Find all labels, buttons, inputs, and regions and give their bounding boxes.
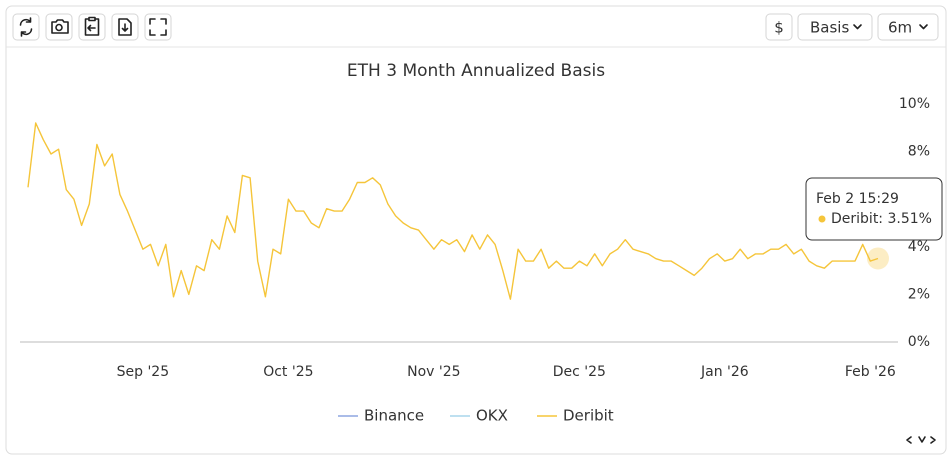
legend-item[interactable]: Deribit (537, 407, 614, 425)
range-dropdown[interactable]: 6m (877, 13, 939, 41)
x-tick-label: Oct '25 (263, 364, 313, 380)
y-tick-label: 10% (899, 96, 930, 112)
currency-button[interactable]: $ (765, 13, 793, 41)
tooltip-dot (818, 215, 826, 223)
legend-label: Binance (364, 407, 424, 425)
legend-label: OKX (476, 407, 508, 425)
line-series (27, 122, 879, 300)
tooltip-label: Deribit: 3.51% (831, 211, 932, 227)
metric-dropdown[interactable]: Basis (797, 13, 873, 41)
x-tick-label: Feb '26 (845, 364, 896, 380)
y-tick-label: 0% (908, 334, 930, 350)
tooltip-box (805, 177, 943, 241)
fullscreen-button[interactable] (144, 13, 172, 41)
screenshot-button[interactable] (45, 13, 73, 41)
y-tick-label: 8% (908, 144, 930, 160)
currency-label: $ (774, 19, 784, 37)
x-tick-label: Sep '25 (117, 364, 170, 380)
legend-item[interactable]: OKX (450, 407, 508, 425)
tooltip: Feb 2 15:29 Deribit: 3.51% (805, 177, 943, 241)
y-tick-label: 2% (908, 286, 930, 302)
legend-label: Deribit (563, 407, 614, 425)
x-tick-label: Dec '25 (553, 364, 606, 380)
range-label: 6m (888, 19, 912, 37)
legend-item[interactable]: Binance (338, 407, 424, 425)
hover-point (867, 247, 889, 270)
metric-label: Basis (810, 19, 849, 37)
refresh-button[interactable] (12, 13, 40, 41)
x-tick-label: Jan '26 (700, 364, 749, 380)
x-tick-label: Nov '25 (407, 364, 460, 380)
chart-title: ETH 3 Month Annualized Basis (347, 61, 605, 81)
y-tick-label: 4% (908, 239, 930, 255)
nav-arrows[interactable] (906, 436, 936, 444)
download-button[interactable] (111, 13, 139, 41)
tooltip-title: Feb 2 15:29 (816, 191, 899, 207)
copy-button[interactable] (78, 13, 106, 41)
